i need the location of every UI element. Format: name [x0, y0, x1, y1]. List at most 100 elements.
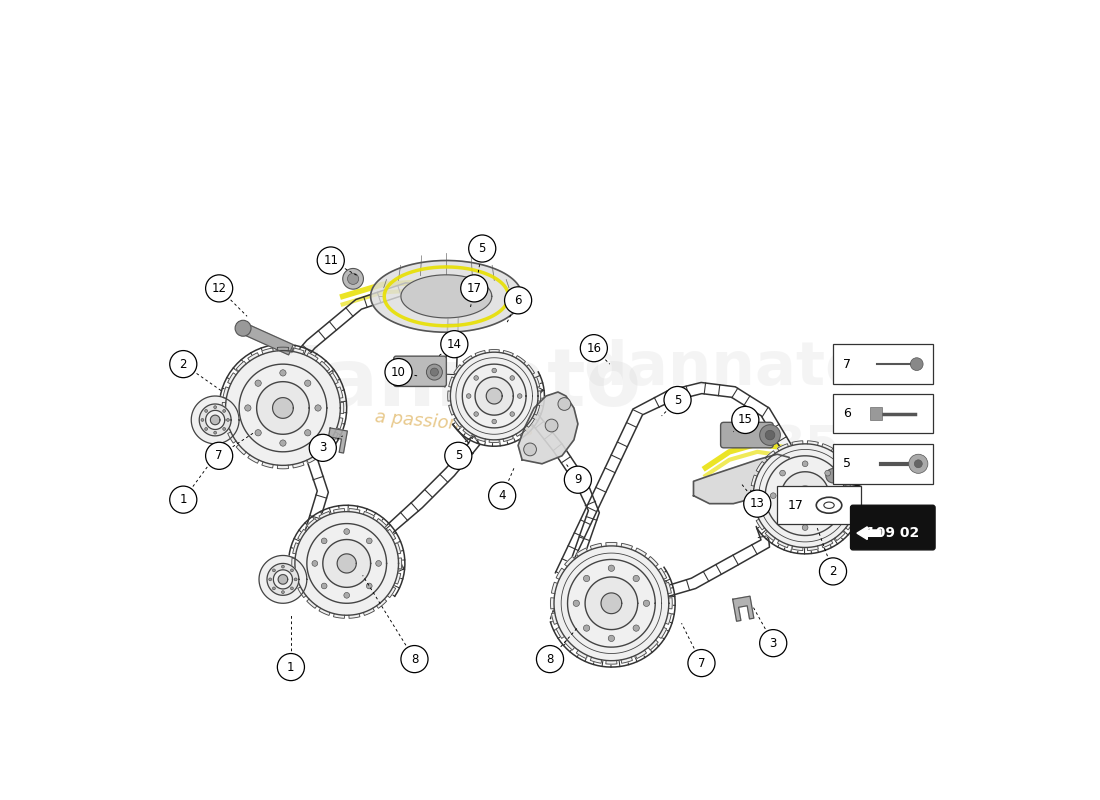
Circle shape: [235, 320, 251, 336]
Text: 6: 6: [515, 294, 521, 307]
Circle shape: [400, 646, 428, 673]
Circle shape: [277, 654, 305, 681]
Polygon shape: [307, 518, 317, 528]
Circle shape: [583, 575, 590, 582]
Polygon shape: [751, 475, 757, 486]
Circle shape: [825, 515, 830, 521]
Circle shape: [461, 275, 487, 302]
Polygon shape: [292, 558, 295, 569]
Polygon shape: [781, 472, 829, 519]
Polygon shape: [527, 418, 535, 427]
Circle shape: [385, 358, 412, 386]
Polygon shape: [621, 657, 632, 663]
Polygon shape: [518, 392, 578, 464]
Polygon shape: [307, 455, 318, 463]
Text: 10: 10: [392, 366, 406, 378]
Polygon shape: [298, 587, 306, 598]
Circle shape: [244, 405, 251, 411]
Polygon shape: [463, 429, 473, 436]
Polygon shape: [327, 428, 348, 453]
Circle shape: [608, 565, 615, 571]
Polygon shape: [349, 509, 360, 513]
Circle shape: [273, 587, 275, 590]
Polygon shape: [503, 350, 514, 356]
Polygon shape: [273, 398, 294, 418]
Polygon shape: [636, 548, 647, 557]
Text: 3: 3: [770, 637, 777, 650]
Polygon shape: [293, 348, 304, 354]
Circle shape: [825, 470, 830, 476]
Text: 7: 7: [216, 450, 223, 462]
Text: 7: 7: [844, 358, 851, 370]
Polygon shape: [490, 439, 499, 442]
Circle shape: [732, 406, 759, 434]
Text: 12: 12: [849, 466, 865, 478]
Polygon shape: [293, 462, 304, 468]
Circle shape: [469, 235, 496, 262]
Text: 9: 9: [574, 474, 582, 486]
Circle shape: [348, 274, 359, 285]
Text: 7: 7: [697, 657, 705, 670]
Polygon shape: [557, 627, 564, 638]
Circle shape: [505, 286, 531, 314]
Polygon shape: [462, 364, 526, 428]
Circle shape: [834, 493, 840, 498]
Circle shape: [282, 590, 285, 594]
Circle shape: [537, 646, 563, 673]
Circle shape: [826, 469, 840, 483]
Polygon shape: [564, 640, 574, 650]
Polygon shape: [591, 657, 602, 663]
Text: 5: 5: [674, 394, 681, 406]
Polygon shape: [516, 356, 526, 363]
Circle shape: [273, 569, 275, 572]
Polygon shape: [648, 640, 658, 650]
Text: 16: 16: [586, 342, 602, 354]
Polygon shape: [778, 541, 789, 548]
Circle shape: [492, 419, 496, 424]
Polygon shape: [527, 365, 535, 374]
Circle shape: [688, 650, 715, 677]
Text: 5: 5: [454, 450, 462, 462]
Circle shape: [441, 330, 468, 358]
Circle shape: [608, 635, 615, 642]
Polygon shape: [258, 555, 307, 603]
Text: 8: 8: [410, 653, 418, 666]
Circle shape: [558, 398, 571, 410]
Polygon shape: [228, 432, 236, 443]
Polygon shape: [363, 511, 374, 518]
Circle shape: [213, 431, 217, 434]
Circle shape: [169, 350, 197, 378]
Polygon shape: [756, 519, 764, 530]
Polygon shape: [733, 596, 754, 622]
Polygon shape: [666, 613, 671, 624]
Polygon shape: [454, 418, 462, 427]
Circle shape: [780, 470, 785, 476]
FancyBboxPatch shape: [394, 356, 447, 386]
Polygon shape: [475, 436, 485, 442]
Polygon shape: [239, 364, 327, 452]
Polygon shape: [807, 546, 818, 550]
Circle shape: [227, 418, 230, 422]
Polygon shape: [807, 441, 818, 446]
Polygon shape: [223, 418, 229, 429]
Polygon shape: [241, 323, 294, 355]
Polygon shape: [376, 599, 386, 608]
Polygon shape: [395, 573, 400, 584]
Text: 8: 8: [547, 653, 553, 666]
Polygon shape: [792, 441, 803, 446]
Polygon shape: [475, 350, 485, 356]
Polygon shape: [278, 574, 288, 584]
Polygon shape: [330, 432, 338, 443]
Polygon shape: [450, 352, 538, 440]
Circle shape: [295, 578, 297, 581]
Polygon shape: [337, 418, 343, 429]
Circle shape: [315, 405, 321, 411]
Circle shape: [366, 538, 372, 544]
Polygon shape: [554, 546, 669, 661]
Circle shape: [213, 406, 217, 409]
Text: 13: 13: [750, 497, 764, 510]
Polygon shape: [658, 627, 667, 638]
Circle shape: [201, 418, 203, 422]
Polygon shape: [248, 353, 258, 361]
Circle shape: [581, 334, 607, 362]
